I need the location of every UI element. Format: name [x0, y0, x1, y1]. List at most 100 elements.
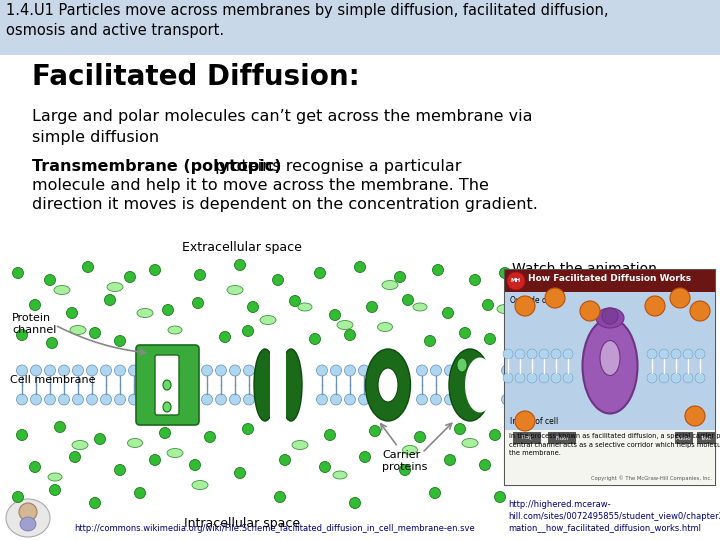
Circle shape [114, 365, 125, 376]
Circle shape [279, 455, 290, 465]
Circle shape [515, 411, 535, 431]
Text: How Facilitated Diffusion Works: How Facilitated Diffusion Works [528, 274, 691, 283]
Circle shape [55, 422, 66, 433]
Circle shape [150, 455, 161, 465]
Circle shape [163, 305, 174, 315]
Circle shape [330, 309, 341, 321]
Circle shape [104, 294, 115, 306]
Circle shape [502, 365, 513, 376]
Circle shape [12, 491, 24, 503]
Circle shape [431, 394, 441, 405]
Circle shape [30, 462, 40, 472]
Ellipse shape [402, 446, 418, 455]
Circle shape [563, 349, 573, 359]
Circle shape [402, 294, 413, 306]
Circle shape [344, 394, 356, 405]
Ellipse shape [271, 346, 285, 364]
Ellipse shape [6, 499, 50, 537]
Circle shape [443, 307, 454, 319]
Circle shape [500, 267, 510, 279]
Circle shape [17, 365, 27, 376]
Circle shape [128, 365, 140, 376]
Circle shape [503, 373, 513, 383]
Bar [505, 270, 715, 485]
Ellipse shape [163, 402, 171, 412]
Bar [505, 270, 715, 292]
Ellipse shape [366, 349, 410, 421]
Circle shape [315, 267, 325, 279]
Circle shape [400, 464, 410, 476]
Circle shape [647, 373, 657, 383]
Circle shape [45, 274, 55, 286]
Circle shape [89, 497, 101, 509]
Circle shape [202, 394, 212, 405]
Ellipse shape [449, 349, 491, 421]
Circle shape [369, 426, 380, 436]
Circle shape [89, 327, 101, 339]
Circle shape [135, 488, 145, 498]
FancyBboxPatch shape [136, 345, 199, 425]
Circle shape [243, 423, 253, 435]
Circle shape [444, 365, 456, 376]
Bar [270, 347, 286, 423]
Circle shape [330, 365, 341, 376]
Circle shape [83, 261, 94, 273]
Circle shape [243, 365, 254, 376]
Circle shape [30, 300, 40, 310]
Circle shape [645, 296, 665, 316]
Circle shape [94, 434, 106, 444]
Bar [513, 432, 541, 444]
Ellipse shape [377, 322, 392, 332]
Circle shape [58, 394, 70, 405]
Ellipse shape [107, 282, 123, 292]
Text: direction it moves is dependent on the concentration gradient.: direction it moves is dependent on the c… [32, 197, 538, 212]
Circle shape [444, 394, 456, 405]
Text: 1.4.U1 Particles move across membranes by simple diffusion, facilitated diffusio: 1.4.U1 Particles move across membranes b… [6, 3, 608, 38]
Circle shape [430, 488, 441, 498]
Circle shape [527, 349, 537, 359]
Bar [505, 430, 715, 485]
Circle shape [444, 455, 456, 465]
Ellipse shape [378, 368, 398, 402]
Circle shape [425, 335, 436, 347]
Circle shape [416, 365, 428, 376]
Circle shape [359, 451, 371, 462]
Circle shape [459, 365, 469, 376]
Ellipse shape [465, 357, 495, 413]
Circle shape [433, 265, 444, 275]
Circle shape [671, 373, 681, 383]
Circle shape [128, 394, 140, 405]
Text: Text: Text [701, 435, 711, 441]
Circle shape [202, 365, 212, 376]
Text: Intracellular space: Intracellular space [184, 516, 300, 530]
Bar [0, 55, 720, 540]
Text: Outside of cell: Outside of cell [510, 296, 565, 305]
Circle shape [73, 394, 84, 405]
Ellipse shape [167, 449, 183, 457]
Ellipse shape [48, 473, 62, 481]
Circle shape [101, 394, 112, 405]
Circle shape [503, 349, 513, 359]
Circle shape [45, 365, 55, 376]
Circle shape [317, 394, 328, 405]
Circle shape [215, 365, 227, 376]
Circle shape [310, 334, 320, 345]
Ellipse shape [271, 406, 285, 424]
Bar [505, 430, 715, 446]
Circle shape [243, 326, 253, 336]
Circle shape [45, 394, 55, 405]
Text: Extracellular space: Extracellular space [182, 240, 302, 253]
Circle shape [17, 329, 27, 341]
Circle shape [469, 274, 480, 286]
Ellipse shape [72, 441, 88, 449]
Text: Facilitated Diffusion:: Facilitated Diffusion: [32, 63, 360, 91]
Circle shape [683, 373, 693, 383]
Ellipse shape [70, 326, 86, 334]
Circle shape [325, 429, 336, 441]
Bar [697, 432, 715, 444]
Circle shape [671, 349, 681, 359]
Circle shape [274, 491, 286, 503]
Circle shape [415, 431, 426, 442]
Circle shape [235, 260, 246, 271]
Circle shape [204, 431, 215, 442]
